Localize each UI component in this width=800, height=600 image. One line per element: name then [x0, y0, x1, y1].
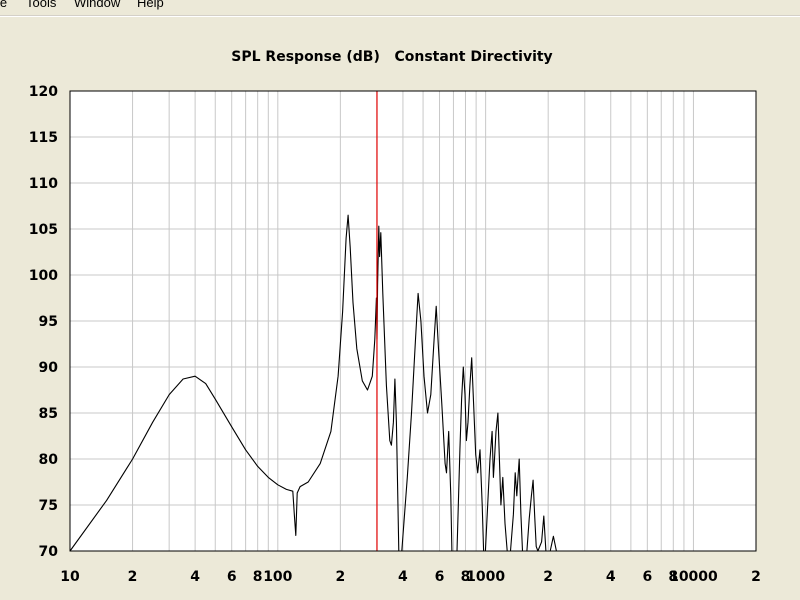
x-tick-label: 6 [227, 569, 237, 585]
y-tick-label: 115 [29, 130, 58, 146]
x-tick-label: 1000 [466, 569, 505, 585]
y-tick-label: 85 [39, 406, 58, 422]
x-tick-label: 6 [435, 569, 445, 585]
x-tick-label: 2 [335, 569, 345, 585]
x-tick-label: 4 [190, 569, 200, 585]
y-tick-label: 80 [39, 452, 59, 468]
y-tick-label: 110 [29, 176, 58, 192]
menu-bar: le Tools Window Help [0, 0, 800, 16]
x-tick-label: 8 [461, 569, 471, 585]
x-tick-label: 2 [128, 569, 138, 585]
y-tick-label: 105 [29, 222, 58, 238]
x-tick-label: 8 [668, 569, 678, 585]
plot-frame [69, 90, 757, 552]
horizontal-grid [70, 136, 756, 506]
y-tick-label: 75 [39, 498, 58, 514]
y-tick-label: 120 [29, 84, 58, 100]
x-tick-label: 2 [751, 569, 761, 585]
menu-file-truncated[interactable]: le [0, 0, 8, 10]
x-tick-label: 8 [253, 569, 263, 585]
y-tick-label: 90 [39, 360, 59, 376]
x-tick-label: 100 [263, 569, 292, 585]
x-tick-label: 10000 [669, 569, 718, 585]
y-axis-labels: 70 75 80 85 90 95 100 105 110 115 120 [29, 84, 58, 560]
menu-help[interactable]: Help [137, 0, 164, 10]
menu-tools[interactable]: Tools [26, 0, 57, 10]
x-tick-label: 6 [642, 569, 652, 585]
y-tick-label: 95 [39, 314, 58, 330]
x-tick-label: 10 [60, 569, 80, 585]
x-tick-label: 4 [398, 569, 408, 585]
menu-window[interactable]: Window [74, 0, 121, 10]
y-tick-label: 70 [39, 544, 59, 560]
x-tick-label: 2 [543, 569, 553, 585]
y-tick-label: 100 [29, 268, 58, 284]
chart-title: SPL Response (dB) Constant Directivity [231, 49, 552, 65]
x-tick-label: 4 [606, 569, 616, 585]
spl-response-curve [69, 214, 557, 552]
